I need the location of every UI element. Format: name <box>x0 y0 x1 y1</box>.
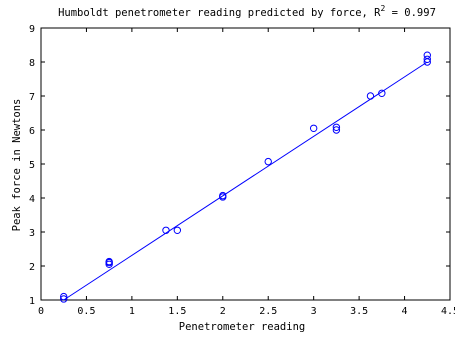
x-tick-label: 4 <box>402 306 408 317</box>
data-point <box>173 226 182 235</box>
y-tick-label: 4 <box>29 194 35 205</box>
data-point <box>219 191 227 200</box>
x-tick-label: 0 <box>38 306 44 317</box>
x-tick-label: 3 <box>311 306 317 317</box>
x-tick-label: 1 <box>129 306 135 317</box>
data-point <box>423 51 431 59</box>
data-series <box>60 51 431 303</box>
x-tick-label: 3.5 <box>350 306 368 317</box>
axis-ticks: 0 0.5 1 1.5 2 2.5 3 3.5 4 4.5 1 2 3 4 5 6 7 8 9 <box>29 24 455 317</box>
data-point <box>264 157 272 166</box>
fit-line <box>63 61 428 301</box>
x-tick-label: 2 <box>220 306 226 317</box>
x-axis-label: Penetrometer reading <box>179 321 305 333</box>
y-tick-label: 5 <box>29 160 35 171</box>
y-tick-label: 8 <box>29 58 35 69</box>
x-tick-label: 4.5 <box>441 306 455 317</box>
data-point <box>309 124 318 133</box>
y-axis-label: Peak force in Newtons <box>11 99 23 232</box>
y-tick-label: 9 <box>29 24 35 35</box>
data-point <box>332 123 341 131</box>
data-point <box>105 257 113 266</box>
y-tick-label: 7 <box>29 92 35 103</box>
y-tick-label: 2 <box>29 262 35 273</box>
data-point <box>332 126 341 134</box>
x-tick-label: 0.5 <box>77 306 95 317</box>
chart-title: Humboldt penetrometer reading predicted … <box>58 4 436 19</box>
data-point <box>60 295 68 303</box>
y-tick-label: 1 <box>29 296 35 307</box>
y-tick-label: 3 <box>29 228 35 239</box>
x-tick-label: 1.5 <box>168 306 186 317</box>
y-tick-label: 6 <box>29 126 35 137</box>
plot-area <box>40 27 451 301</box>
x-tick-label: 2.5 <box>259 306 277 317</box>
